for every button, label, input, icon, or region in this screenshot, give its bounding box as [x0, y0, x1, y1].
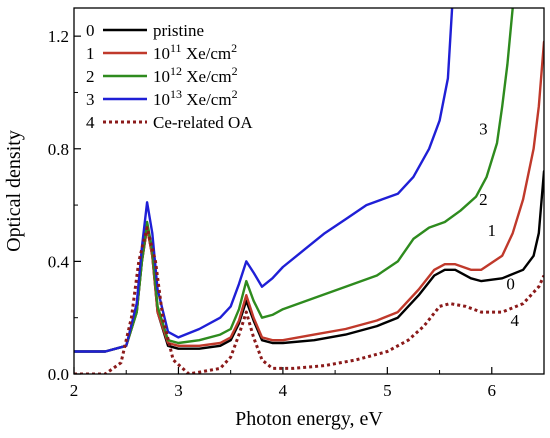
curve-labels: 3 21 0 4 — [479, 120, 519, 330]
y-axis-title: Optical density — [3, 130, 25, 252]
legend: 0 pristine 1 1011 Xe/cm2 2 1012 Xe/cm2 3 1013 X… — [86, 21, 253, 132]
x-tick-label: 2 — [70, 381, 79, 400]
plot-frame — [73, 7, 545, 375]
series-curves — [74, 8, 544, 374]
curve-label: 4 — [511, 311, 520, 330]
legend-label: 1011 Xe/cm2 — [153, 41, 237, 63]
curve-label: 2 — [479, 190, 488, 209]
y-axis: 0.0 0.4 0.8 1.2 — [48, 27, 81, 384]
y-tick-label: 0.0 — [48, 365, 69, 384]
curve-label: 1 — [488, 221, 497, 240]
series-line-1 — [74, 40, 544, 353]
curve-label: 3 — [479, 120, 488, 139]
x-tick-label: 4 — [279, 381, 288, 400]
series-line-2 — [74, 8, 514, 353]
series-line-4 — [74, 226, 544, 374]
legend-label: Ce-related OA — [153, 113, 253, 132]
legend-index: 4 — [86, 113, 95, 132]
curve-label: 0 — [506, 275, 515, 294]
series-line-3 — [74, 8, 454, 353]
y-tick-label: 0.4 — [48, 252, 70, 271]
legend-label: pristine — [153, 21, 204, 40]
x-tick-label: 5 — [383, 381, 392, 400]
legend-index: 0 — [86, 21, 95, 40]
x-tick-label: 3 — [174, 381, 183, 400]
x-axis: 2 3 4 5 6 — [70, 367, 496, 400]
y-tick-label: 0.8 — [48, 140, 69, 159]
y-tick-label: 1.2 — [48, 27, 69, 46]
x-axis-title: Photon energy, eV — [235, 408, 383, 430]
legend-label: 1012 Xe/cm2 — [153, 64, 238, 86]
legend-label: 1013 Xe/cm2 — [153, 87, 238, 109]
x-tick-label: 6 — [488, 381, 497, 400]
legend-index: 3 — [86, 90, 95, 109]
legend-index: 2 — [86, 67, 95, 86]
legend-index: 1 — [86, 44, 95, 63]
